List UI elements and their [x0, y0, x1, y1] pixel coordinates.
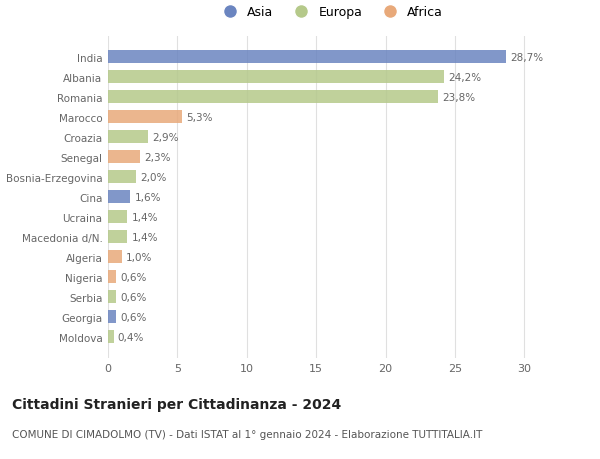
Legend: Asia, Europa, Africa: Asia, Europa, Africa: [212, 1, 448, 24]
Text: 2,0%: 2,0%: [140, 173, 166, 182]
Text: 1,0%: 1,0%: [126, 252, 152, 262]
Bar: [108, 330, 113, 343]
Text: 0,6%: 0,6%: [121, 312, 147, 322]
Text: 24,2%: 24,2%: [448, 73, 481, 83]
Bar: [108, 151, 140, 164]
Text: 1,4%: 1,4%: [131, 232, 158, 242]
Bar: [108, 111, 182, 124]
Text: 28,7%: 28,7%: [511, 53, 544, 63]
Text: 1,6%: 1,6%: [134, 192, 161, 202]
Text: COMUNE DI CIMADOLMO (TV) - Dati ISTAT al 1° gennaio 2024 - Elaborazione TUTTITAL: COMUNE DI CIMADOLMO (TV) - Dati ISTAT al…: [12, 429, 482, 439]
Text: 0,6%: 0,6%: [121, 272, 147, 282]
Bar: [108, 271, 116, 284]
Bar: [108, 211, 127, 224]
Text: 2,9%: 2,9%: [152, 133, 179, 143]
Text: 0,6%: 0,6%: [121, 292, 147, 302]
Bar: [108, 231, 127, 244]
Bar: [108, 71, 444, 84]
Text: 0,4%: 0,4%: [118, 332, 144, 342]
Bar: [108, 171, 136, 184]
Bar: [108, 51, 506, 64]
Bar: [108, 191, 130, 204]
Bar: [108, 251, 122, 263]
Text: 5,3%: 5,3%: [186, 112, 212, 123]
Bar: [108, 91, 438, 104]
Bar: [108, 131, 148, 144]
Text: 23,8%: 23,8%: [442, 93, 476, 103]
Text: 1,4%: 1,4%: [131, 213, 158, 222]
Bar: [108, 311, 116, 324]
Bar: [108, 291, 116, 303]
Text: 2,3%: 2,3%: [144, 152, 170, 162]
Text: Cittadini Stranieri per Cittadinanza - 2024: Cittadini Stranieri per Cittadinanza - 2…: [12, 397, 341, 411]
